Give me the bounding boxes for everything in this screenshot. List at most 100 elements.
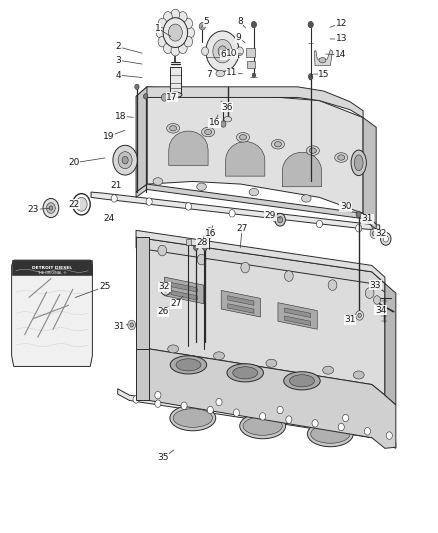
- Polygon shape: [118, 389, 396, 448]
- Text: 34: 34: [375, 305, 386, 314]
- Polygon shape: [285, 308, 311, 318]
- Circle shape: [233, 409, 240, 416]
- Circle shape: [273, 215, 279, 222]
- Circle shape: [197, 254, 206, 265]
- Polygon shape: [136, 237, 385, 292]
- Text: 26: 26: [157, 307, 169, 316]
- Polygon shape: [136, 87, 363, 118]
- Polygon shape: [171, 282, 197, 292]
- Circle shape: [168, 24, 182, 41]
- Circle shape: [163, 286, 168, 292]
- Polygon shape: [147, 87, 363, 213]
- Text: 31: 31: [362, 214, 373, 223]
- Ellipse shape: [197, 183, 206, 190]
- Polygon shape: [228, 304, 254, 313]
- Circle shape: [372, 231, 376, 236]
- Polygon shape: [314, 50, 332, 66]
- Circle shape: [241, 262, 250, 273]
- Circle shape: [343, 414, 349, 422]
- Ellipse shape: [201, 127, 215, 137]
- Polygon shape: [12, 260, 92, 367]
- Circle shape: [251, 21, 257, 28]
- Text: 27: 27: [237, 224, 248, 233]
- Circle shape: [49, 206, 53, 210]
- Polygon shape: [171, 290, 197, 300]
- Bar: [186, 239, 191, 245]
- Ellipse shape: [166, 124, 180, 133]
- Circle shape: [278, 216, 283, 223]
- Circle shape: [163, 12, 172, 22]
- Circle shape: [160, 282, 171, 295]
- Bar: [246, 48, 255, 56]
- Circle shape: [229, 209, 235, 217]
- Text: 21: 21: [111, 181, 122, 190]
- Text: 35: 35: [157, 454, 169, 463]
- Polygon shape: [221, 290, 261, 317]
- Circle shape: [186, 27, 194, 38]
- Text: 29: 29: [265, 212, 276, 221]
- Ellipse shape: [323, 366, 334, 374]
- Circle shape: [43, 198, 59, 217]
- Circle shape: [158, 18, 167, 29]
- Polygon shape: [278, 303, 317, 329]
- Circle shape: [364, 427, 371, 435]
- Circle shape: [178, 43, 187, 53]
- Circle shape: [309, 76, 312, 80]
- Circle shape: [328, 280, 337, 290]
- Polygon shape: [149, 237, 385, 395]
- Circle shape: [260, 413, 266, 420]
- Polygon shape: [228, 296, 254, 305]
- Text: 36: 36: [221, 102, 233, 111]
- Circle shape: [383, 236, 389, 242]
- Text: 31: 31: [114, 321, 125, 330]
- Text: 12: 12: [336, 19, 347, 28]
- Text: 15: 15: [318, 70, 329, 78]
- Text: 2: 2: [116, 43, 121, 52]
- Ellipse shape: [319, 58, 326, 63]
- Bar: [170, 67, 180, 94]
- Circle shape: [156, 27, 165, 38]
- Ellipse shape: [168, 345, 179, 353]
- Text: 32: 32: [159, 282, 170, 291]
- Circle shape: [374, 296, 381, 304]
- Circle shape: [213, 39, 232, 63]
- Ellipse shape: [237, 133, 250, 142]
- Text: 17: 17: [166, 93, 177, 102]
- Circle shape: [221, 121, 226, 127]
- Circle shape: [218, 46, 227, 56]
- Ellipse shape: [306, 146, 319, 156]
- Polygon shape: [149, 349, 396, 448]
- Circle shape: [194, 245, 198, 251]
- Ellipse shape: [275, 142, 282, 147]
- Circle shape: [381, 232, 391, 245]
- Text: 23: 23: [28, 205, 39, 214]
- Circle shape: [111, 195, 117, 202]
- Polygon shape: [164, 277, 204, 304]
- Ellipse shape: [240, 135, 247, 140]
- Ellipse shape: [249, 188, 259, 196]
- Polygon shape: [283, 152, 321, 187]
- Ellipse shape: [266, 359, 277, 367]
- Text: 22: 22: [68, 200, 80, 209]
- Ellipse shape: [169, 92, 182, 98]
- Circle shape: [308, 74, 313, 79]
- Ellipse shape: [173, 409, 212, 427]
- Ellipse shape: [307, 421, 353, 447]
- Circle shape: [356, 211, 361, 217]
- Circle shape: [184, 36, 193, 47]
- Text: 30: 30: [340, 203, 351, 212]
- Circle shape: [312, 419, 318, 427]
- Circle shape: [155, 400, 161, 407]
- Circle shape: [316, 220, 322, 228]
- Text: 16: 16: [209, 118, 220, 127]
- Circle shape: [130, 323, 134, 327]
- Circle shape: [161, 94, 167, 101]
- Circle shape: [181, 402, 187, 409]
- Ellipse shape: [224, 117, 232, 122]
- Text: 27: 27: [170, 299, 182, 308]
- Circle shape: [46, 203, 55, 213]
- Polygon shape: [385, 284, 396, 405]
- Ellipse shape: [205, 130, 212, 135]
- Bar: [12, 260, 92, 275]
- Circle shape: [386, 432, 392, 439]
